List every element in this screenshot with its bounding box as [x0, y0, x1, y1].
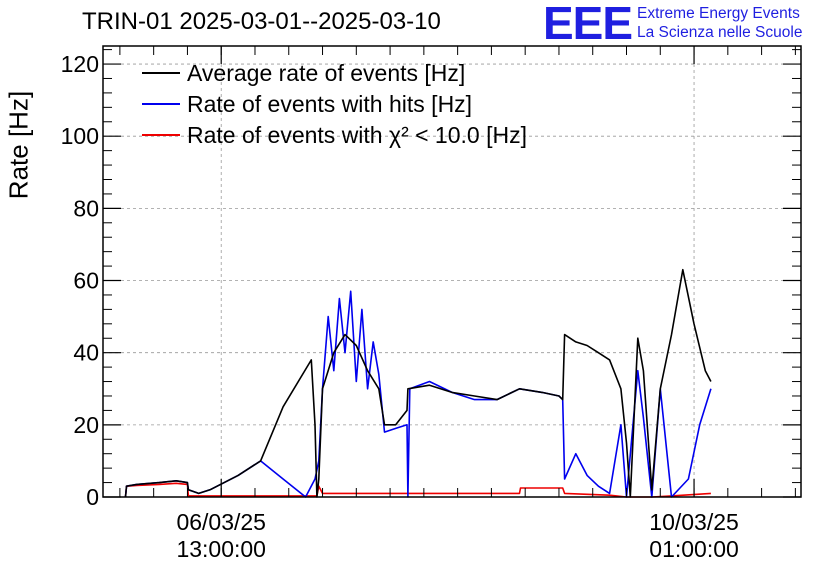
- legend-entry: Rate of events with χ² < 10.0 [Hz]: [187, 122, 527, 148]
- x-tick-label-date: 10/03/25: [649, 509, 739, 535]
- chart-title: TRIN-01 2025-03-01--2025-03-10: [82, 8, 441, 35]
- y-tick-label: 0: [86, 484, 99, 510]
- y-tick-labels: 0 20 40 60 80 100 120: [61, 51, 99, 510]
- x-tick-label-date: 06/03/25: [176, 509, 266, 535]
- legend: Average rate of events [Hz] Rate of event…: [142, 60, 527, 148]
- y-tick-label: 40: [73, 340, 99, 366]
- logo-line-1: Extreme Energy Events: [637, 5, 800, 22]
- series-line: [124, 268, 712, 498]
- series-line: [124, 482, 711, 498]
- y-tick-label: 80: [73, 195, 99, 221]
- series-line: [124, 290, 712, 498]
- x-tick-label-time: 01:00:00: [649, 536, 739, 562]
- y-tick-label: 120: [61, 51, 99, 77]
- x-tick-label-time: 13:00:00: [176, 536, 266, 562]
- logo-line-2: La Scienza nelle Scuole: [637, 24, 803, 41]
- y-axis-label: Rate [Hz]: [3, 90, 34, 200]
- grid-lines: [103, 46, 801, 497]
- eee-logo-text: Extreme Energy Events La Scienza nelle S…: [637, 4, 802, 42]
- y-tick-label: 100: [61, 123, 99, 149]
- y-axis-label-wrap: Rate [Hz]: [4, 91, 34, 199]
- series-lines: [124, 268, 712, 498]
- legend-entry: Average rate of events [Hz]: [187, 60, 465, 86]
- axis-ticks: [103, 46, 801, 498]
- y-tick-label: 60: [73, 268, 99, 294]
- plot-frame: [102, 45, 802, 498]
- y-tick-label: 20: [73, 412, 99, 438]
- eee-logo-mark: EEE: [543, 0, 633, 49]
- legend-entry: Rate of events with hits [Hz]: [187, 91, 472, 117]
